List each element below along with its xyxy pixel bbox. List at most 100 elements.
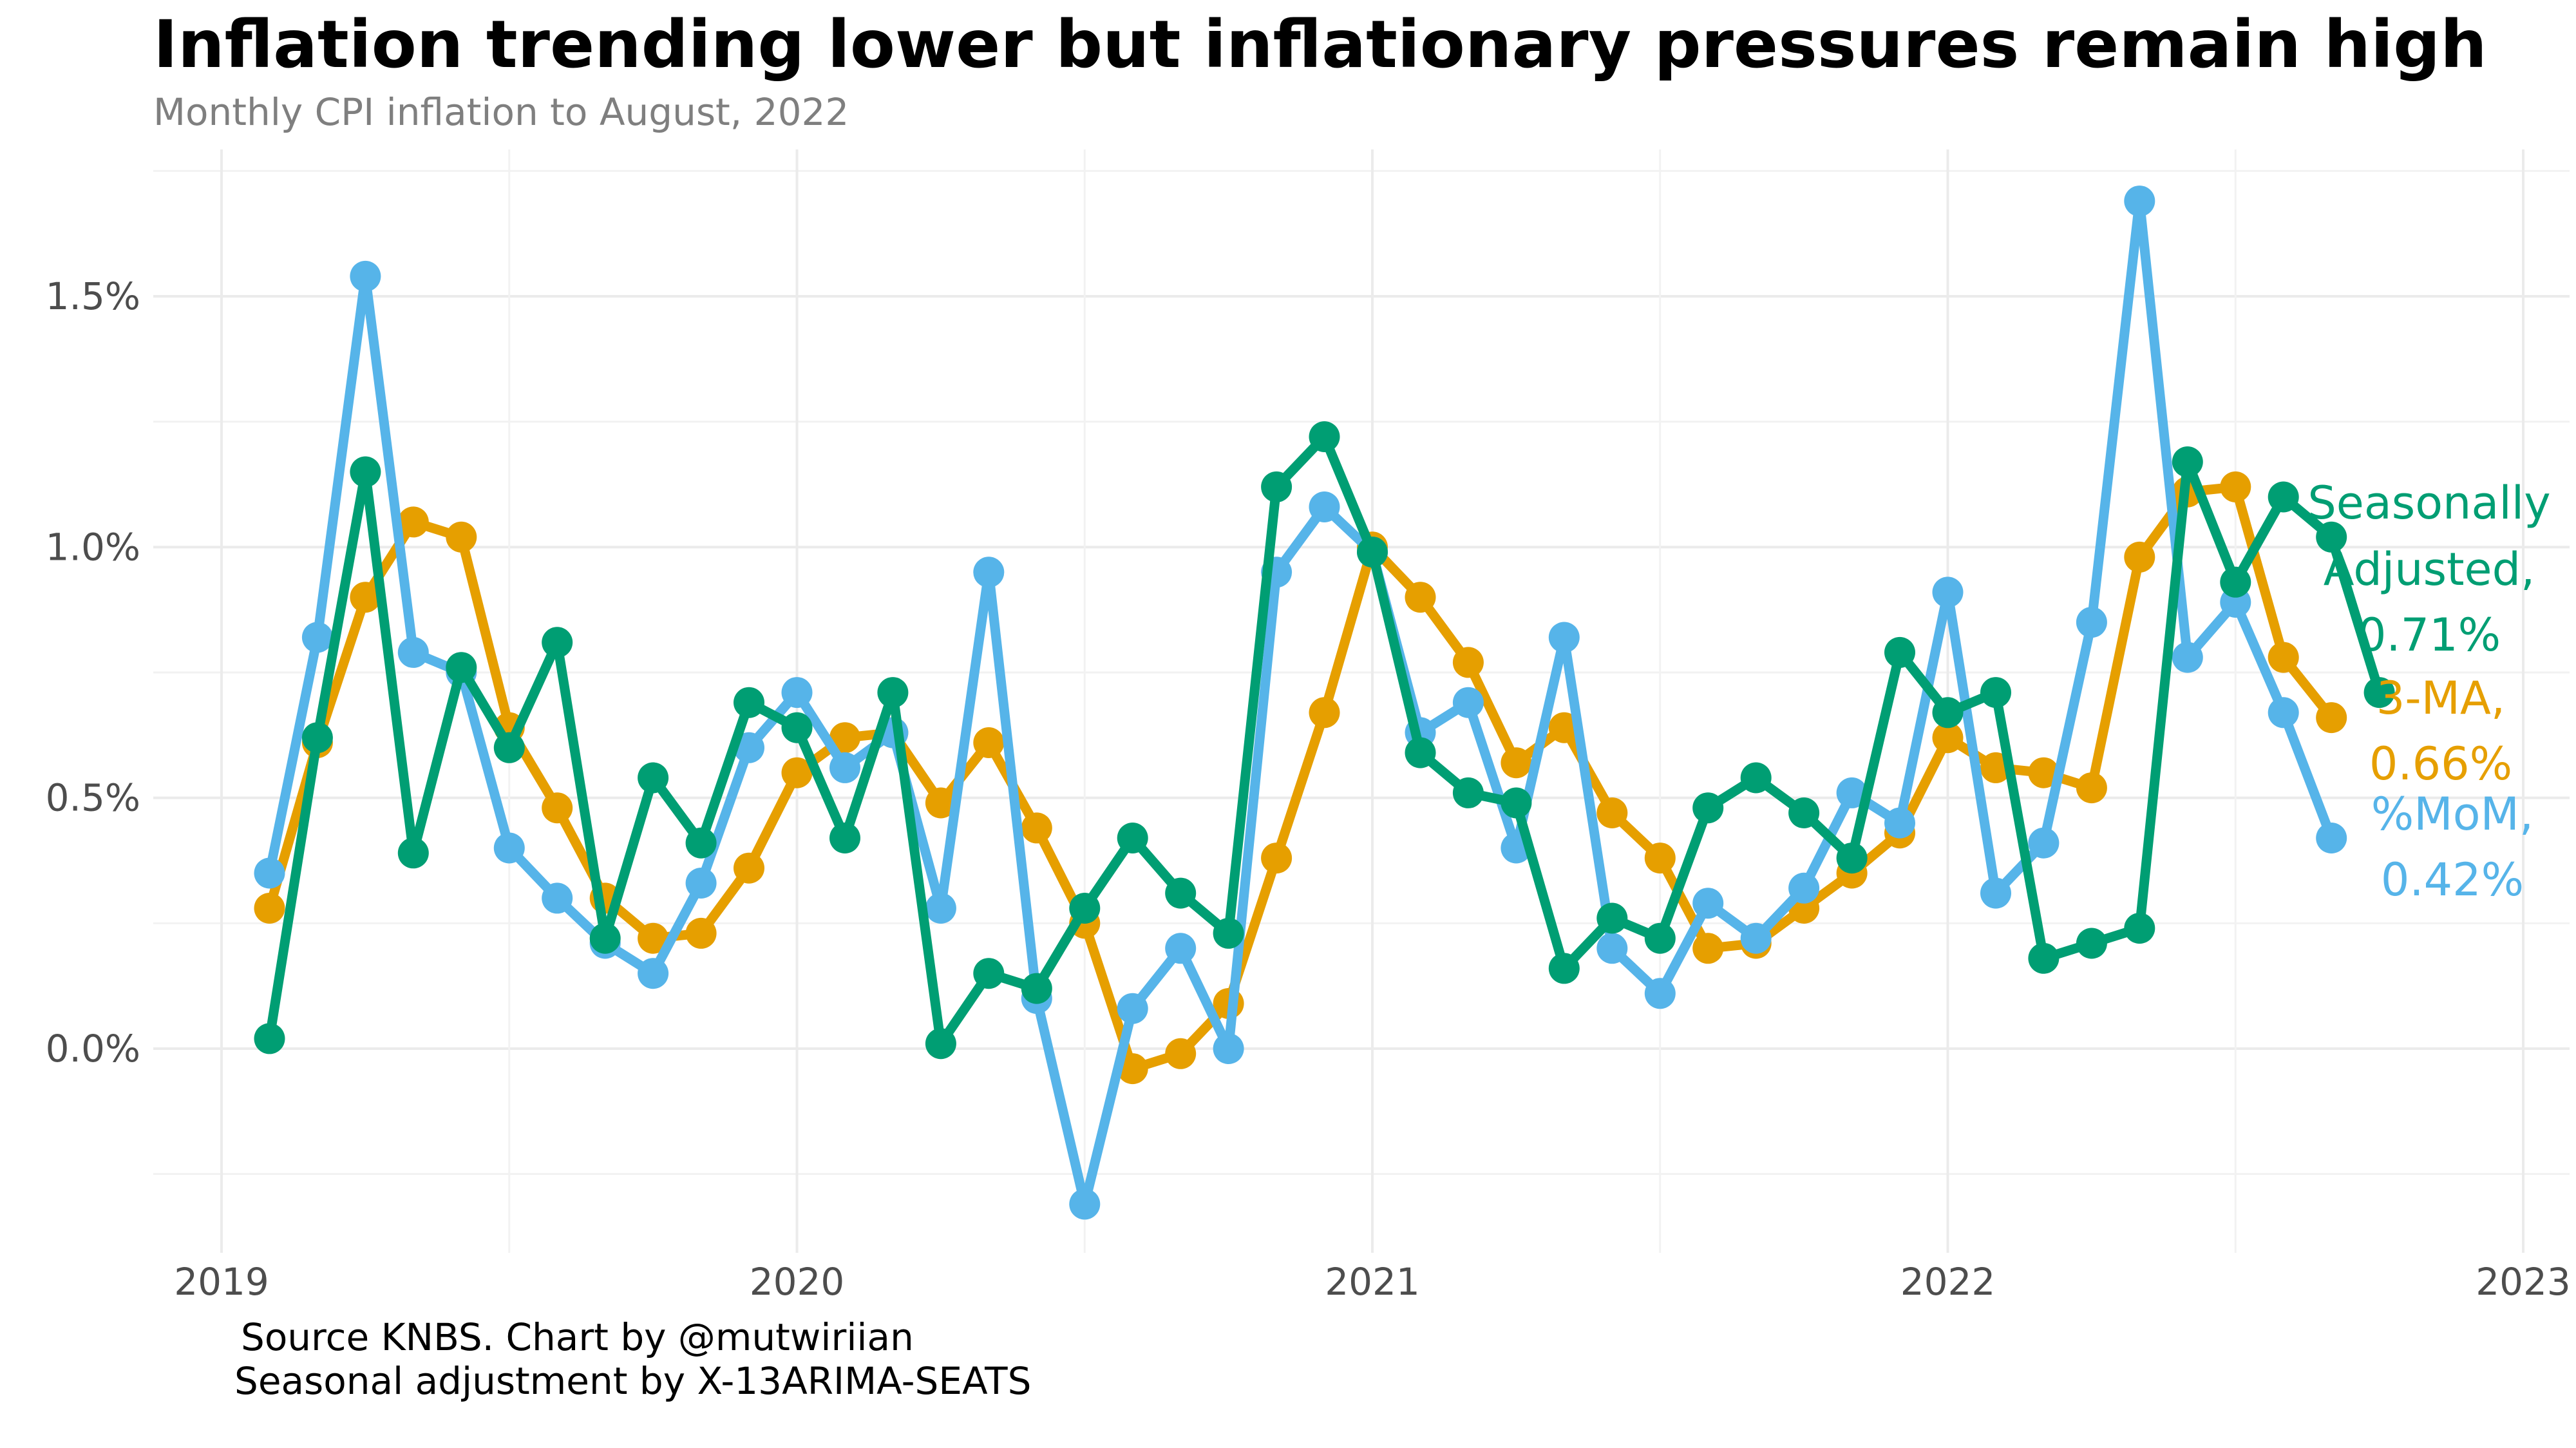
data-point	[1453, 647, 1484, 678]
data-point	[1357, 537, 1388, 567]
data-point	[1645, 978, 1676, 1009]
data-point	[734, 853, 764, 884]
data-point	[2172, 446, 2203, 477]
data-point	[829, 752, 860, 783]
data-point	[350, 261, 381, 292]
data-point	[2172, 642, 2203, 673]
data-point	[254, 858, 285, 889]
data-point	[1261, 472, 1292, 502]
data-point	[2076, 928, 2107, 959]
data-point	[1165, 878, 1196, 909]
data-point	[1933, 576, 1964, 607]
data-point	[1261, 843, 1292, 873]
data-point	[1884, 637, 1915, 668]
x-tick-label: 2021	[1325, 1260, 1420, 1304]
data-point	[542, 882, 573, 913]
data-point	[1692, 792, 1723, 823]
data-point	[1021, 973, 1052, 1004]
data-point	[925, 1028, 956, 1059]
data-point	[1692, 888, 1723, 919]
series-layer	[254, 186, 2395, 1219]
data-point	[446, 652, 477, 683]
data-point	[782, 712, 813, 743]
data-point	[1549, 953, 1580, 984]
data-point	[2220, 567, 2251, 598]
data-point	[1933, 697, 1964, 728]
series-end-label: 0.42%	[2381, 853, 2524, 906]
data-point	[2268, 642, 2299, 673]
data-point	[973, 958, 1004, 989]
data-point	[1501, 788, 1531, 819]
data-point	[1549, 622, 1580, 653]
data-point	[829, 823, 860, 853]
data-point	[638, 763, 668, 794]
data-point	[1165, 933, 1196, 964]
x-tick-label: 2019	[174, 1260, 269, 1304]
data-point	[2268, 697, 2299, 728]
data-point	[1980, 878, 2011, 909]
data-point	[2316, 823, 2347, 853]
data-point	[1596, 797, 1627, 828]
data-point	[1117, 823, 1148, 853]
data-point	[877, 677, 908, 708]
data-point	[302, 722, 333, 753]
data-point	[2076, 772, 2107, 803]
data-point	[1309, 491, 1340, 522]
data-point	[494, 833, 525, 864]
data-point	[1645, 923, 1676, 954]
series-end-label: Seasonally	[2307, 477, 2550, 529]
series-3-ma	[254, 472, 2347, 1084]
series-end-label: Adjusted,	[2324, 543, 2535, 596]
data-point	[542, 792, 573, 823]
data-point	[254, 893, 285, 924]
data-point	[1069, 893, 1100, 924]
data-point	[494, 732, 525, 763]
data-point	[1788, 797, 1819, 828]
data-point	[1213, 918, 1244, 949]
data-point	[2124, 542, 2155, 573]
data-point	[2076, 607, 2107, 638]
data-point	[2220, 472, 2251, 502]
data-point	[925, 893, 956, 924]
series-end-label: 0.66%	[2369, 738, 2512, 790]
data-point	[638, 958, 668, 989]
data-point	[542, 627, 573, 658]
data-point	[1309, 421, 1340, 452]
series-line	[270, 201, 2332, 1204]
data-point	[1837, 843, 1868, 873]
data-point	[1021, 812, 1052, 843]
y-tick-label: 1.5%	[46, 274, 140, 318]
y-axis: 0.0% 0.5% 1.0% 1.5%	[46, 274, 140, 1071]
data-point	[1117, 993, 1148, 1024]
data-point	[1309, 697, 1340, 728]
data-point	[2316, 702, 2347, 733]
data-point	[782, 677, 813, 708]
series-end-label: %MoM,	[2371, 788, 2533, 841]
data-point	[446, 522, 477, 553]
series-end-label: 3-MA,	[2376, 672, 2505, 725]
data-point	[1405, 738, 1436, 768]
data-point	[1741, 763, 1772, 794]
data-point	[2028, 943, 2059, 974]
series-end-label: 0.71%	[2358, 609, 2501, 662]
data-point	[1645, 843, 1676, 873]
data-point	[590, 923, 621, 954]
data-point	[1596, 933, 1627, 964]
data-point	[398, 837, 429, 868]
y-tick-label: 1.0%	[46, 525, 140, 569]
data-point	[398, 637, 429, 668]
data-point	[1692, 933, 1723, 964]
data-point	[1069, 1188, 1100, 1219]
y-tick-label: 0.5%	[46, 776, 140, 820]
grid	[153, 149, 2570, 1253]
data-point	[350, 457, 381, 488]
x-axis: 2019 2020 2021 2022 2023	[174, 1260, 2571, 1304]
data-point	[973, 727, 1004, 758]
caption-source: Source KNBS. Chart by @mutwiriian	[241, 1315, 914, 1359]
data-point	[254, 1023, 285, 1054]
data-point	[686, 828, 717, 859]
data-point	[1165, 1038, 1196, 1069]
data-point	[1453, 687, 1484, 718]
data-point	[1501, 747, 1531, 778]
